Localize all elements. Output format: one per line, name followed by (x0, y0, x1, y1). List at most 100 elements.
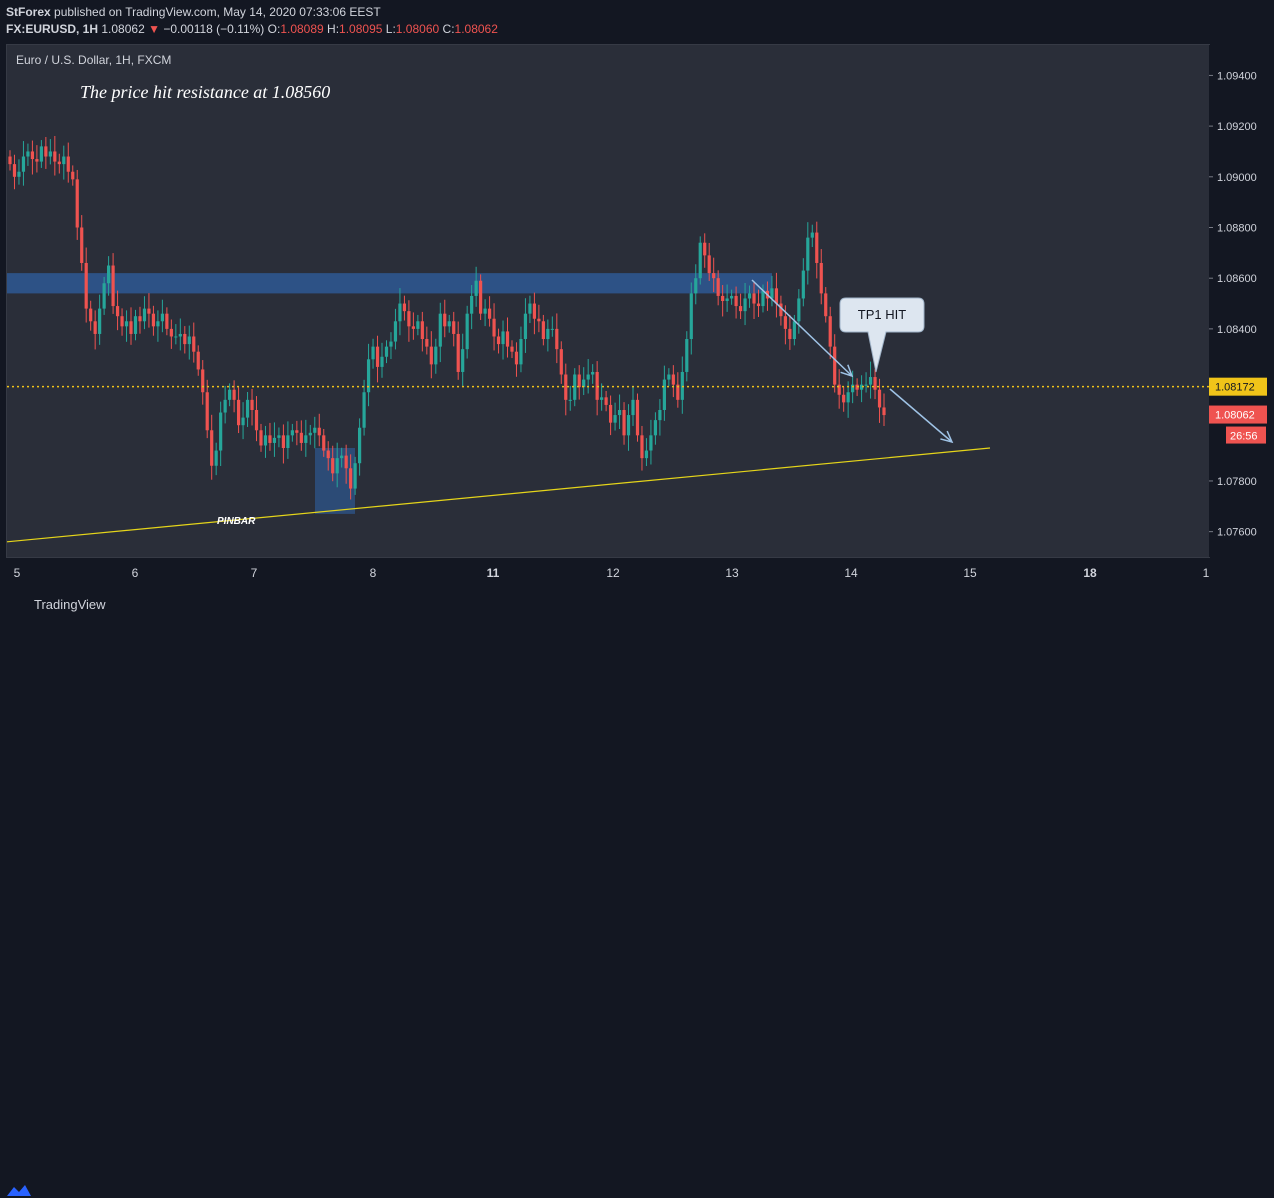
x-tick-label: 5 (14, 566, 21, 580)
candle-body (698, 242, 702, 279)
candle-body (644, 450, 649, 459)
candle-body (362, 392, 366, 428)
candle-body (434, 346, 438, 365)
pinbar-zone[interactable] (315, 448, 355, 514)
x-tick-label: 15 (963, 566, 977, 580)
resistance-zone[interactable] (7, 273, 772, 294)
candle-body (815, 232, 819, 263)
candle-body (694, 278, 698, 294)
candle-body (236, 399, 241, 426)
y-tick-label: 1.08800 (1217, 222, 1257, 234)
candle-body (308, 432, 312, 436)
candle-body (846, 392, 850, 403)
candle-body (595, 371, 599, 400)
candle-body (653, 420, 658, 436)
candle-body (591, 371, 595, 375)
candle-body (725, 298, 729, 301)
candle-body (573, 374, 577, 400)
candle-body (622, 409, 626, 436)
arrow-1[interactable] (751, 279, 853, 377)
candle-body (456, 333, 460, 372)
candle-body (317, 427, 321, 436)
pinbar-label: PINBAR (217, 516, 256, 527)
candle-body (12, 164, 17, 177)
candle-body (783, 316, 787, 329)
candle-body (384, 346, 389, 357)
candle-body (443, 313, 447, 327)
callout-bubble[interactable] (839, 297, 925, 373)
candle-body (420, 321, 424, 340)
candle-body (281, 435, 286, 449)
time-axis[interactable] (0, 558, 1274, 586)
candle-body (496, 336, 501, 345)
candle-body (160, 313, 164, 322)
publisher-name[interactable]: StForex (6, 5, 51, 19)
candle-body (555, 328, 559, 350)
candle-body (779, 303, 783, 317)
candle-body (223, 399, 227, 413)
candle-body (30, 151, 35, 160)
candle-body (564, 374, 568, 400)
down-arrow-icon: ▼ (148, 22, 160, 36)
candle-body (129, 321, 133, 334)
footer-brand[interactable]: TradingView (34, 597, 106, 612)
candle-body (344, 455, 348, 469)
price-line-tag (1209, 377, 1267, 396)
candle-body (649, 435, 653, 451)
candle-body (528, 303, 532, 314)
candle-body (743, 298, 747, 312)
candle-body (133, 316, 138, 334)
candle-body (631, 399, 635, 416)
candle-body (640, 435, 644, 459)
candle-body (245, 399, 250, 418)
chart-canvas[interactable]: 1.09400 1.09200 1.09000 1.08800 1.08600 1.084… (0, 0, 1274, 586)
candle-body (174, 336, 178, 338)
last-price-tag (1209, 405, 1267, 424)
arrow-2[interactable] (889, 388, 953, 443)
candle-body (214, 450, 218, 466)
y-tick-label: 1.07800 (1217, 476, 1257, 488)
open-value: 1.08089 (280, 22, 324, 36)
x-tick-label: 7 (251, 566, 258, 580)
candle-body (429, 346, 433, 365)
candle-body (671, 374, 675, 385)
candle-body (353, 463, 357, 489)
candle-body (75, 179, 79, 228)
candle-body (447, 321, 451, 327)
ohlc-line: FX:EURUSD, 1H 1.08062 ▼ −0.00118 (−0.11%… (6, 22, 498, 36)
candle-body (452, 321, 456, 334)
candle-body (402, 303, 407, 312)
close-label: C: (442, 22, 455, 36)
candle-body (712, 273, 716, 279)
last-price: 1.08062 (101, 22, 145, 36)
candle-body (617, 409, 622, 416)
tradingview-logo-icon[interactable] (6, 1182, 32, 1198)
candle-body (600, 397, 604, 400)
candle-body (411, 326, 415, 329)
candle-body (340, 455, 344, 459)
y-tick-label: 1.08600 (1217, 273, 1257, 285)
x-tick-label: 1 (1203, 566, 1210, 580)
candle-body (859, 384, 864, 390)
support-trendline[interactable] (6, 447, 991, 543)
candle-body (26, 151, 30, 157)
candle-body (89, 308, 93, 322)
chart-pane[interactable] (6, 44, 1210, 558)
candle-body (201, 369, 205, 393)
candle-body (703, 242, 707, 256)
candle-body (532, 303, 536, 319)
candle-body (380, 356, 384, 367)
candle-body (304, 435, 308, 443)
candle-body (658, 409, 662, 421)
candle-body (358, 427, 362, 464)
candle-body (425, 339, 429, 347)
candle-body (98, 308, 102, 334)
candle-body (393, 321, 398, 342)
candle-body (313, 427, 317, 433)
candle-body (792, 321, 796, 340)
candle-body (550, 328, 554, 330)
arrow-2-head (940, 430, 954, 444)
candle-body (492, 318, 496, 337)
price-axis[interactable] (1209, 45, 1274, 557)
candle-body (501, 331, 505, 345)
